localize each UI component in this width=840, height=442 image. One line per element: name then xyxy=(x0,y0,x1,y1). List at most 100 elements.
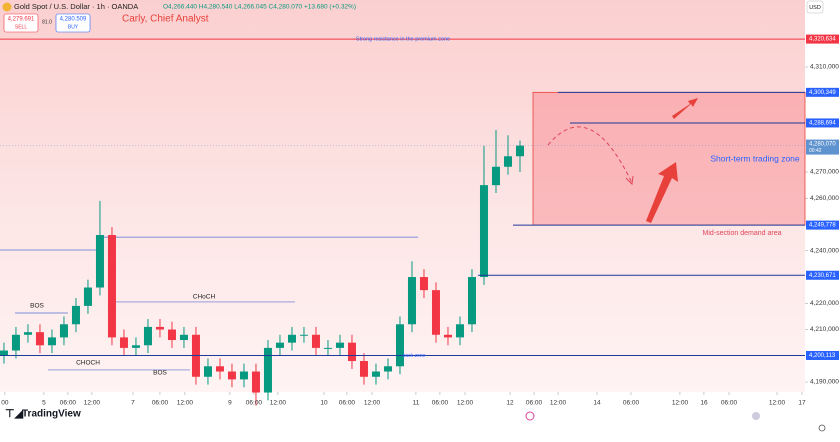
candle-body xyxy=(227,371,236,380)
structure-label: BOS xyxy=(153,370,167,377)
candle-body xyxy=(239,371,248,380)
x-tick-label: 7 xyxy=(131,400,135,407)
sell-price: 4,279.691 xyxy=(8,17,35,23)
annotation: back zone xyxy=(403,353,426,359)
x-tick-label: 9 xyxy=(228,400,232,407)
event-icon[interactable] xyxy=(525,411,535,421)
x-tick-label: 11 xyxy=(413,400,420,407)
level-label: 4,288,694 xyxy=(809,121,836,127)
candle-body xyxy=(515,145,524,157)
candle-body xyxy=(35,332,44,346)
spread: 81.0 xyxy=(42,19,52,25)
x-tick-label: 12:00 xyxy=(84,400,101,407)
x-tick-label: 12:00 xyxy=(550,400,567,407)
symbol-icon xyxy=(2,2,12,12)
arrow-up-large xyxy=(646,162,678,223)
level-label-bg xyxy=(806,87,839,97)
candle-body xyxy=(23,332,32,335)
x-tick-label: 00 xyxy=(1,400,9,407)
candle-body xyxy=(0,350,8,356)
x-tick-label: 10 xyxy=(320,400,328,407)
x-tick-label: 17 xyxy=(798,400,806,407)
x-tick-label: 12:00 xyxy=(672,400,689,407)
x-tick-label: 16 xyxy=(700,400,708,407)
layer: BOS CHOCH BOS CHoCH Strong resistance in the… xyxy=(0,37,808,406)
flag-icon[interactable] xyxy=(752,412,760,420)
x-tick-label: 14 xyxy=(593,400,601,407)
x-tick-label: 06:00 xyxy=(60,400,77,407)
candle-body xyxy=(335,342,344,348)
price-axis-background xyxy=(805,0,840,437)
candle-body xyxy=(455,324,464,338)
candle-body xyxy=(395,324,404,367)
candle-body xyxy=(95,235,104,288)
candle-body xyxy=(407,277,416,325)
x-tick-label: 12:00 xyxy=(457,400,474,407)
candle-body xyxy=(155,326,164,330)
buy-label: BUY xyxy=(68,24,79,30)
buy-button[interactable] xyxy=(55,13,91,33)
candle-body xyxy=(275,342,284,348)
x-tick-label: 06:00 xyxy=(526,400,543,407)
y-tick-label: 4,190,000 xyxy=(810,379,839,386)
symbol-title: Gold Spot / U.S. Dollar · 1h · OANDA xyxy=(14,2,138,11)
candle-body xyxy=(431,290,440,335)
y-tick-label: 4,270,000 xyxy=(810,169,839,176)
candle-body xyxy=(383,366,392,372)
arrow-up xyxy=(672,98,698,119)
settings-icon[interactable] xyxy=(818,424,826,432)
candle-body xyxy=(119,337,128,348)
candle-body xyxy=(47,337,56,346)
candle-body xyxy=(215,366,224,372)
structure-label: BOS xyxy=(30,303,44,310)
x-tick-label: 12 xyxy=(506,400,514,407)
level-label-bg xyxy=(806,220,839,230)
level-label: 4,200,113 xyxy=(809,353,836,359)
candle-body xyxy=(467,277,476,325)
x-tick-label: 06:00 xyxy=(721,400,738,407)
x-tick-label: 5 xyxy=(42,400,46,407)
candle-body xyxy=(71,305,80,325)
x-tick-label: 12:00 xyxy=(364,400,381,407)
candle-body xyxy=(59,324,68,338)
candle-body xyxy=(479,185,488,278)
trading-zone xyxy=(532,91,806,226)
candle-body xyxy=(131,345,140,348)
y-tick-label: 4,210,000 xyxy=(810,326,839,333)
y-tick-label: 4,310,000 xyxy=(810,64,839,71)
x-tick-label: 06:00 xyxy=(339,400,356,407)
buy-price: 4,280.509 xyxy=(60,17,87,23)
brand: TradingView xyxy=(22,409,81,420)
candle-body xyxy=(299,334,308,336)
candle-body xyxy=(371,371,380,377)
brand-logo: ⊤◢ xyxy=(5,408,24,420)
level-label: 4,249,778 xyxy=(809,223,836,229)
candle-body xyxy=(203,366,212,377)
x-tick-label: 12:00 xyxy=(270,400,287,407)
candle-body xyxy=(167,329,176,341)
candle-body xyxy=(491,166,500,186)
projection-arrowhead xyxy=(625,175,634,186)
ohlc: O4,266.440 H4,280.540 L4,266.045 C4,280.… xyxy=(163,4,356,11)
x-tick-label: 12:00 xyxy=(769,400,786,407)
structure-label: CHOCH xyxy=(76,360,100,367)
sell-label: SELL xyxy=(15,24,27,30)
last-price-bg xyxy=(806,139,839,155)
candle-body xyxy=(359,361,368,377)
sell-button[interactable] xyxy=(3,13,39,33)
y-tick-label: 4,260,000 xyxy=(810,195,839,202)
candle-body xyxy=(107,235,116,338)
x-tick-label: 06:00 xyxy=(152,400,169,407)
annotation: Short-term trading zone xyxy=(710,153,800,163)
x-tick-label: 06:00 xyxy=(623,400,640,407)
structure-label: CHoCH xyxy=(193,294,216,301)
time-axis-background xyxy=(0,392,805,437)
candle-body xyxy=(287,334,296,343)
candle-body xyxy=(11,334,20,351)
x-tick-label: 12:00 xyxy=(177,400,194,407)
level-label: 4,230,671 xyxy=(809,273,836,279)
candle-body xyxy=(311,334,320,348)
currency-box[interactable] xyxy=(806,0,824,14)
x-tick-label: 06:00 xyxy=(432,400,449,407)
candle-body xyxy=(503,156,512,167)
